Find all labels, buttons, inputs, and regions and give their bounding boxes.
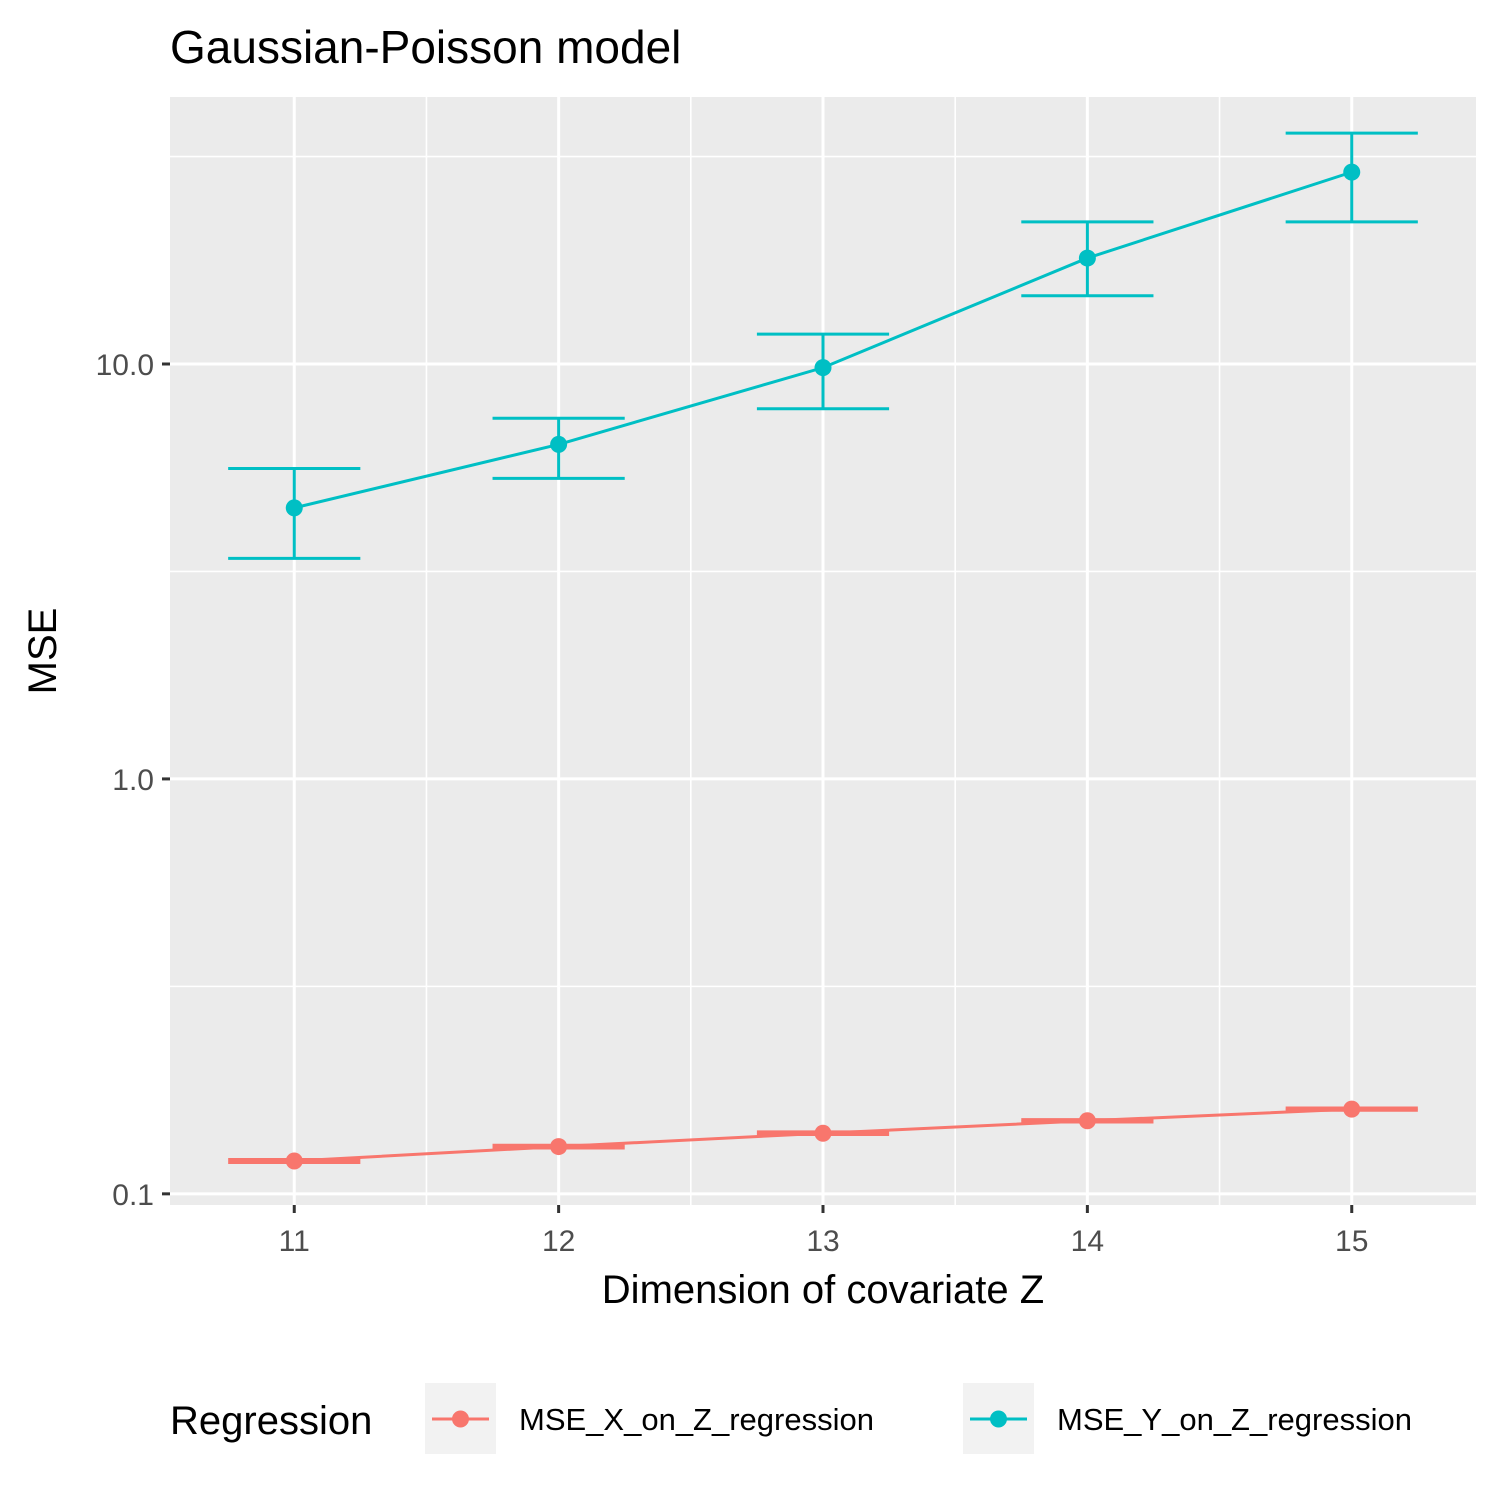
x-tick-label: 14 <box>1071 1225 1104 1258</box>
x-tick-label: 11 <box>279 1225 310 1258</box>
chart-title: Gaussian-Poisson model <box>170 21 681 73</box>
y-axis-title: MSE <box>21 608 65 695</box>
legend: Regression MSE_X_on_Z_regression MSE_Y_on… <box>170 1383 1412 1454</box>
series-MSE_X_on_Z_regression <box>228 1100 1418 1170</box>
legend-item: MSE_X_on_Z_regression <box>425 1383 874 1454</box>
data-point <box>1343 163 1361 181</box>
legend-key-point <box>452 1410 469 1428</box>
legend-title: Regression <box>170 1399 372 1443</box>
legend-items: MSE_X_on_Z_regression MSE_Y_on_Z_regressi… <box>425 1383 1412 1454</box>
legend-label: MSE_X_on_Z_regression <box>519 1402 874 1437</box>
legend-key-point <box>990 1410 1007 1428</box>
data-point <box>814 1124 832 1142</box>
y-tick-label: 1.0 <box>112 764 154 797</box>
data-point <box>1078 249 1096 267</box>
y-tick-label: 10.0 <box>96 349 154 382</box>
x-tick-label: 12 <box>542 1225 575 1258</box>
series-layer <box>228 131 1418 1170</box>
y-axis: 0.1 1.0 10.0 <box>96 349 170 1212</box>
data-point <box>550 435 568 453</box>
data-point <box>814 359 832 377</box>
x-axis: 11 12 13 14 15 <box>279 1205 1368 1258</box>
legend-label: MSE_Y_on_Z_regression <box>1057 1402 1412 1437</box>
x-tick-label: 15 <box>1335 1225 1368 1258</box>
y-tick-label: 0.1 <box>112 1179 154 1212</box>
x-axis-title: Dimension of covariate Z <box>602 1268 1044 1312</box>
data-point <box>1078 1112 1096 1130</box>
data-point <box>550 1138 568 1156</box>
series-MSE_Y_on_Z_regression <box>228 131 1418 560</box>
legend-item: MSE_Y_on_Z_regression <box>963 1383 1412 1454</box>
data-point <box>1343 1100 1361 1118</box>
x-tick-label: 13 <box>806 1225 839 1258</box>
data-point <box>285 499 303 517</box>
data-point <box>285 1152 303 1170</box>
